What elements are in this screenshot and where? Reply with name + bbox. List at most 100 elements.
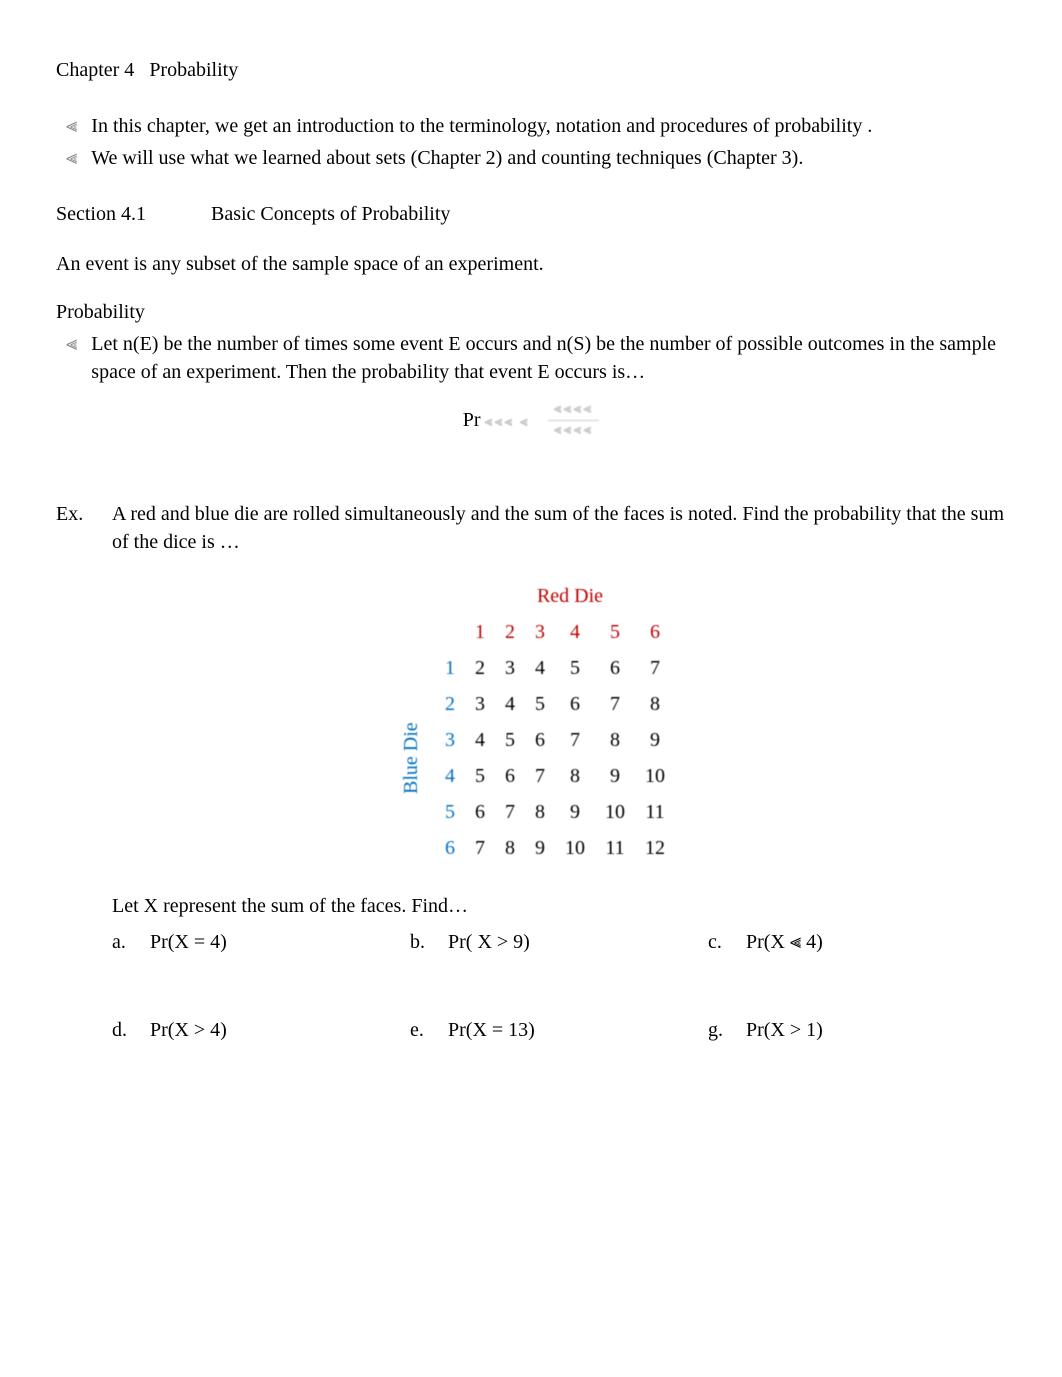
blue-header: 5 [435, 794, 465, 830]
formula-pr: Pr [463, 409, 481, 431]
table-cell: 7 [525, 758, 555, 794]
blue-die-label: Blue Die [387, 650, 435, 866]
table-cell: 9 [525, 830, 555, 866]
table-cell: 6 [555, 686, 595, 722]
blue-header: 6 [435, 830, 465, 866]
probability-def-list: ⫷ Let n(E) be the number of times some e… [84, 330, 1006, 386]
red-die-label: Red Die [465, 578, 675, 614]
prob-row-2: d. Pr(X > 4) e. Pr(X = 13) g. Pr(X > 1) [112, 1016, 1006, 1044]
intro-bullet-list: ⫷ In this chapter, we get an introductio… [84, 112, 1006, 172]
red-header: 3 [525, 614, 555, 650]
prob-item: c. Pr(X ⫷ 4) [708, 928, 1006, 956]
table-cell: 4 [495, 686, 525, 722]
section-title: Section 4.1 Basic Concepts of Probabilit… [56, 200, 1006, 228]
prob-label: c. [708, 928, 746, 956]
table-cell: 2 [465, 650, 495, 686]
chapter-name: Probability [149, 59, 238, 81]
table-cell: 7 [635, 650, 675, 686]
table-cell: 5 [465, 758, 495, 794]
blue-header: 2 [435, 686, 465, 722]
table-cell: 6 [495, 758, 525, 794]
table-cell: 3 [465, 686, 495, 722]
table-cell: 6 [595, 650, 635, 686]
prob-expr: Pr( X > 9) [448, 928, 530, 956]
probability-heading: Probability [56, 298, 1006, 326]
red-header: 4 [555, 614, 595, 650]
list-item: ⫷ Let n(E) be the number of times some e… [84, 330, 1006, 386]
list-item: ⫷ In this chapter, we get an introductio… [84, 112, 1006, 140]
event-definition: An event is any subset of the sample spa… [56, 250, 1006, 278]
prob-label: g. [708, 1016, 746, 1044]
table-cell: 12 [635, 830, 675, 866]
prob-item: b. Pr( X > 9) [410, 928, 708, 956]
blue-header: 1 [435, 650, 465, 686]
formula-lhs-glyphs: ⫷⫷⫷ ⫷ [485, 415, 530, 430]
red-header: 2 [495, 614, 525, 650]
prob-item: d. Pr(X > 4) [112, 1016, 410, 1044]
table-cell: 4 [465, 722, 495, 758]
table-cell: 11 [635, 794, 675, 830]
table-cell: 6 [525, 722, 555, 758]
table-cell: 7 [555, 722, 595, 758]
table-cell: 7 [465, 830, 495, 866]
prob-label: e. [410, 1016, 448, 1044]
table-cell: 8 [555, 758, 595, 794]
list-item: ⫷ We will use what we learned about sets… [84, 144, 1006, 172]
formula-fraction: ⫷⫷⫷⫷ ⫷⫷⫷⫷ [548, 400, 600, 440]
table-cell: 7 [595, 686, 635, 722]
bullet-text: In this chapter, we get an introduction … [91, 112, 872, 140]
prob-expr: Pr(X > 1) [746, 1016, 823, 1044]
table-cell: 11 [595, 830, 635, 866]
let-x-text: Let X represent the sum of the faces. Fi… [112, 892, 1006, 920]
table-cell: 10 [635, 758, 675, 794]
table-cell: 8 [635, 686, 675, 722]
example-block: Ex. A red and blue die are rolled simult… [56, 500, 1006, 556]
prob-label: b. [410, 928, 448, 956]
example-text: A red and blue die are rolled simultaneo… [112, 500, 1006, 556]
prob-expr: Pr(X = 4) [150, 928, 227, 956]
table-cell: 5 [555, 650, 595, 686]
probability-formula: Pr ⫷⫷⫷ ⫷ ⫷⫷⫷⫷ ⫷⫷⫷⫷ [56, 400, 1006, 440]
prob-expr: Pr(X ⫷ 4) [746, 928, 823, 956]
example-label: Ex. [56, 500, 112, 556]
prob-label: d. [112, 1016, 150, 1044]
table-cell: 10 [595, 794, 635, 830]
bullet-icon: ⫷ [66, 112, 77, 140]
table-cell: 8 [595, 722, 635, 758]
red-header: 6 [635, 614, 675, 650]
formula-lhs: Pr ⫷⫷⫷ ⫷ [463, 406, 530, 434]
prob-item: g. Pr(X > 1) [708, 1016, 1006, 1044]
table-cell: 10 [555, 830, 595, 866]
prob-expr: Pr(X = 13) [448, 1016, 535, 1044]
section-label: Section 4.1 [56, 203, 146, 225]
table-cell: 5 [525, 686, 555, 722]
probability-definition: Let n(E) be the number of times some eve… [91, 330, 1006, 386]
table-cell: 4 [525, 650, 555, 686]
prob-label: a. [112, 928, 150, 956]
bullet-icon: ⫷ [66, 330, 77, 386]
prob-row-1: a. Pr(X = 4) b. Pr( X > 9) c. Pr(X ⫷ 4) [112, 928, 1006, 956]
prob-expr: Pr(X > 4) [150, 1016, 227, 1044]
table-cell: 8 [495, 830, 525, 866]
dice-table-wrap: Red Die 1 2 3 4 5 6 Blue Die 1 2 3 4 5 6… [56, 578, 1006, 866]
table-cell: 3 [495, 650, 525, 686]
bullet-text: We will use what we learned about sets (… [91, 144, 803, 172]
prob-item: a. Pr(X = 4) [112, 928, 410, 956]
table-cell: 7 [495, 794, 525, 830]
table-cell: 6 [465, 794, 495, 830]
chapter-title: Chapter 4 Probability [56, 56, 1006, 84]
table-cell: 9 [555, 794, 595, 830]
formula-denominator: ⫷⫷⫷⫷ [548, 421, 600, 441]
formula-numerator: ⫷⫷⫷⫷ [548, 400, 600, 421]
prob-item: e. Pr(X = 13) [410, 1016, 708, 1044]
table-cell: 5 [495, 722, 525, 758]
table-cell: 9 [635, 722, 675, 758]
blue-header: 4 [435, 758, 465, 794]
bullet-icon: ⫷ [66, 144, 77, 172]
dice-sum-table: Red Die 1 2 3 4 5 6 Blue Die 1 2 3 4 5 6… [387, 578, 675, 866]
chapter-label: Chapter 4 [56, 59, 134, 81]
blue-header: 3 [435, 722, 465, 758]
red-header: 1 [465, 614, 495, 650]
table-cell: 9 [595, 758, 635, 794]
red-header: 5 [595, 614, 635, 650]
